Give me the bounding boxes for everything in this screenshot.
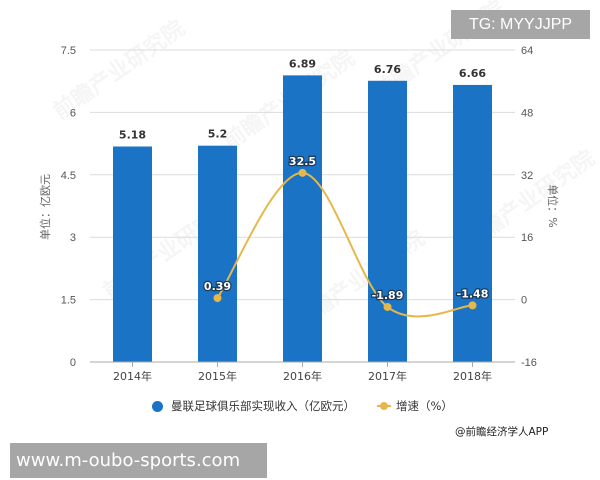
legend-item-growth[interactable]: 增速（%） [355, 398, 453, 414]
right-tick-label: 64 [521, 45, 533, 57]
bar[interactable] [368, 80, 407, 362]
right-axis-ticks: -16 0 16 32 48 64 [521, 45, 537, 369]
right-axis-title: 单位：% [546, 184, 560, 227]
legend-label-growth: 增速（%） [396, 399, 453, 413]
bar[interactable] [198, 145, 237, 362]
left-tick-label: 4.5 [61, 170, 76, 182]
x-axis-labels: 2014年 2015年 2016年 2017年 2018年 [113, 362, 492, 383]
legend-label-revenue: 曼联足球俱乐部实现收入（亿欧元） [171, 399, 355, 413]
left-tick-label: 3 [70, 232, 76, 244]
bar[interactable] [283, 75, 322, 362]
right-tick-label: -16 [521, 357, 537, 369]
line-value-label: -1.89 [372, 289, 404, 302]
line-series: 0.39 32.5 -1.89 -1.48 [203, 154, 490, 318]
x-tick-label: 2014年 [113, 369, 152, 383]
line-value-label: 32.5 [289, 155, 316, 168]
left-tick-label: 6 [70, 107, 76, 119]
url-overlay-badge: www.m-oubo-sports.com [10, 443, 267, 478]
x-tick-label: 2018年 [453, 369, 492, 383]
x-tick-label: 2015年 [198, 369, 237, 383]
line-value-label: 0.39 [204, 280, 231, 293]
x-tick-label: 2016年 [283, 369, 322, 383]
bar-series: 5.18 5.2 6.89 6.76 6.66 [113, 57, 492, 362]
legend-line-marker-icon [377, 402, 391, 410]
bar-value-label: 5.2 [208, 128, 228, 141]
legend-item-revenue[interactable]: 曼联足球俱乐部实现收入（亿欧元） [152, 398, 355, 414]
left-axis-title: 单位：亿欧元 [38, 174, 52, 240]
tg-overlay-badge: TG: MYYJJPP [451, 10, 590, 39]
bar-value-label: 5.18 [119, 129, 146, 142]
right-tick-label: 0 [521, 295, 527, 307]
right-tick-label: 16 [521, 232, 533, 244]
bar-value-label: 6.76 [374, 63, 401, 76]
line-point-marker[interactable] [468, 301, 477, 310]
line-value-label: -1.48 [457, 287, 489, 300]
line-point-marker[interactable] [383, 302, 392, 311]
growth-line [216, 171, 473, 318]
bar[interactable] [113, 146, 152, 362]
left-tick-label: 7.5 [61, 45, 76, 57]
left-tick-label: 1.5 [61, 295, 76, 307]
right-tick-label: 48 [521, 107, 533, 119]
x-tick-label: 2017年 [368, 369, 407, 383]
legend: 曼联足球俱乐部实现收入（亿欧元） 增速（%） [152, 398, 453, 414]
line-point-marker[interactable] [298, 168, 307, 177]
line-point-marker[interactable] [213, 294, 222, 303]
legend-circle-icon [152, 400, 163, 412]
left-tick-label: 0 [70, 357, 76, 369]
left-axis-ticks: 0 1.5 3 4.5 6 7.5 [61, 45, 76, 369]
source-credit: @前瞻经济学人APP [455, 426, 549, 438]
bar[interactable] [453, 84, 492, 362]
bar-value-label: 6.66 [459, 67, 486, 80]
right-tick-label: 32 [521, 170, 533, 182]
bar-value-label: 6.89 [289, 57, 316, 70]
